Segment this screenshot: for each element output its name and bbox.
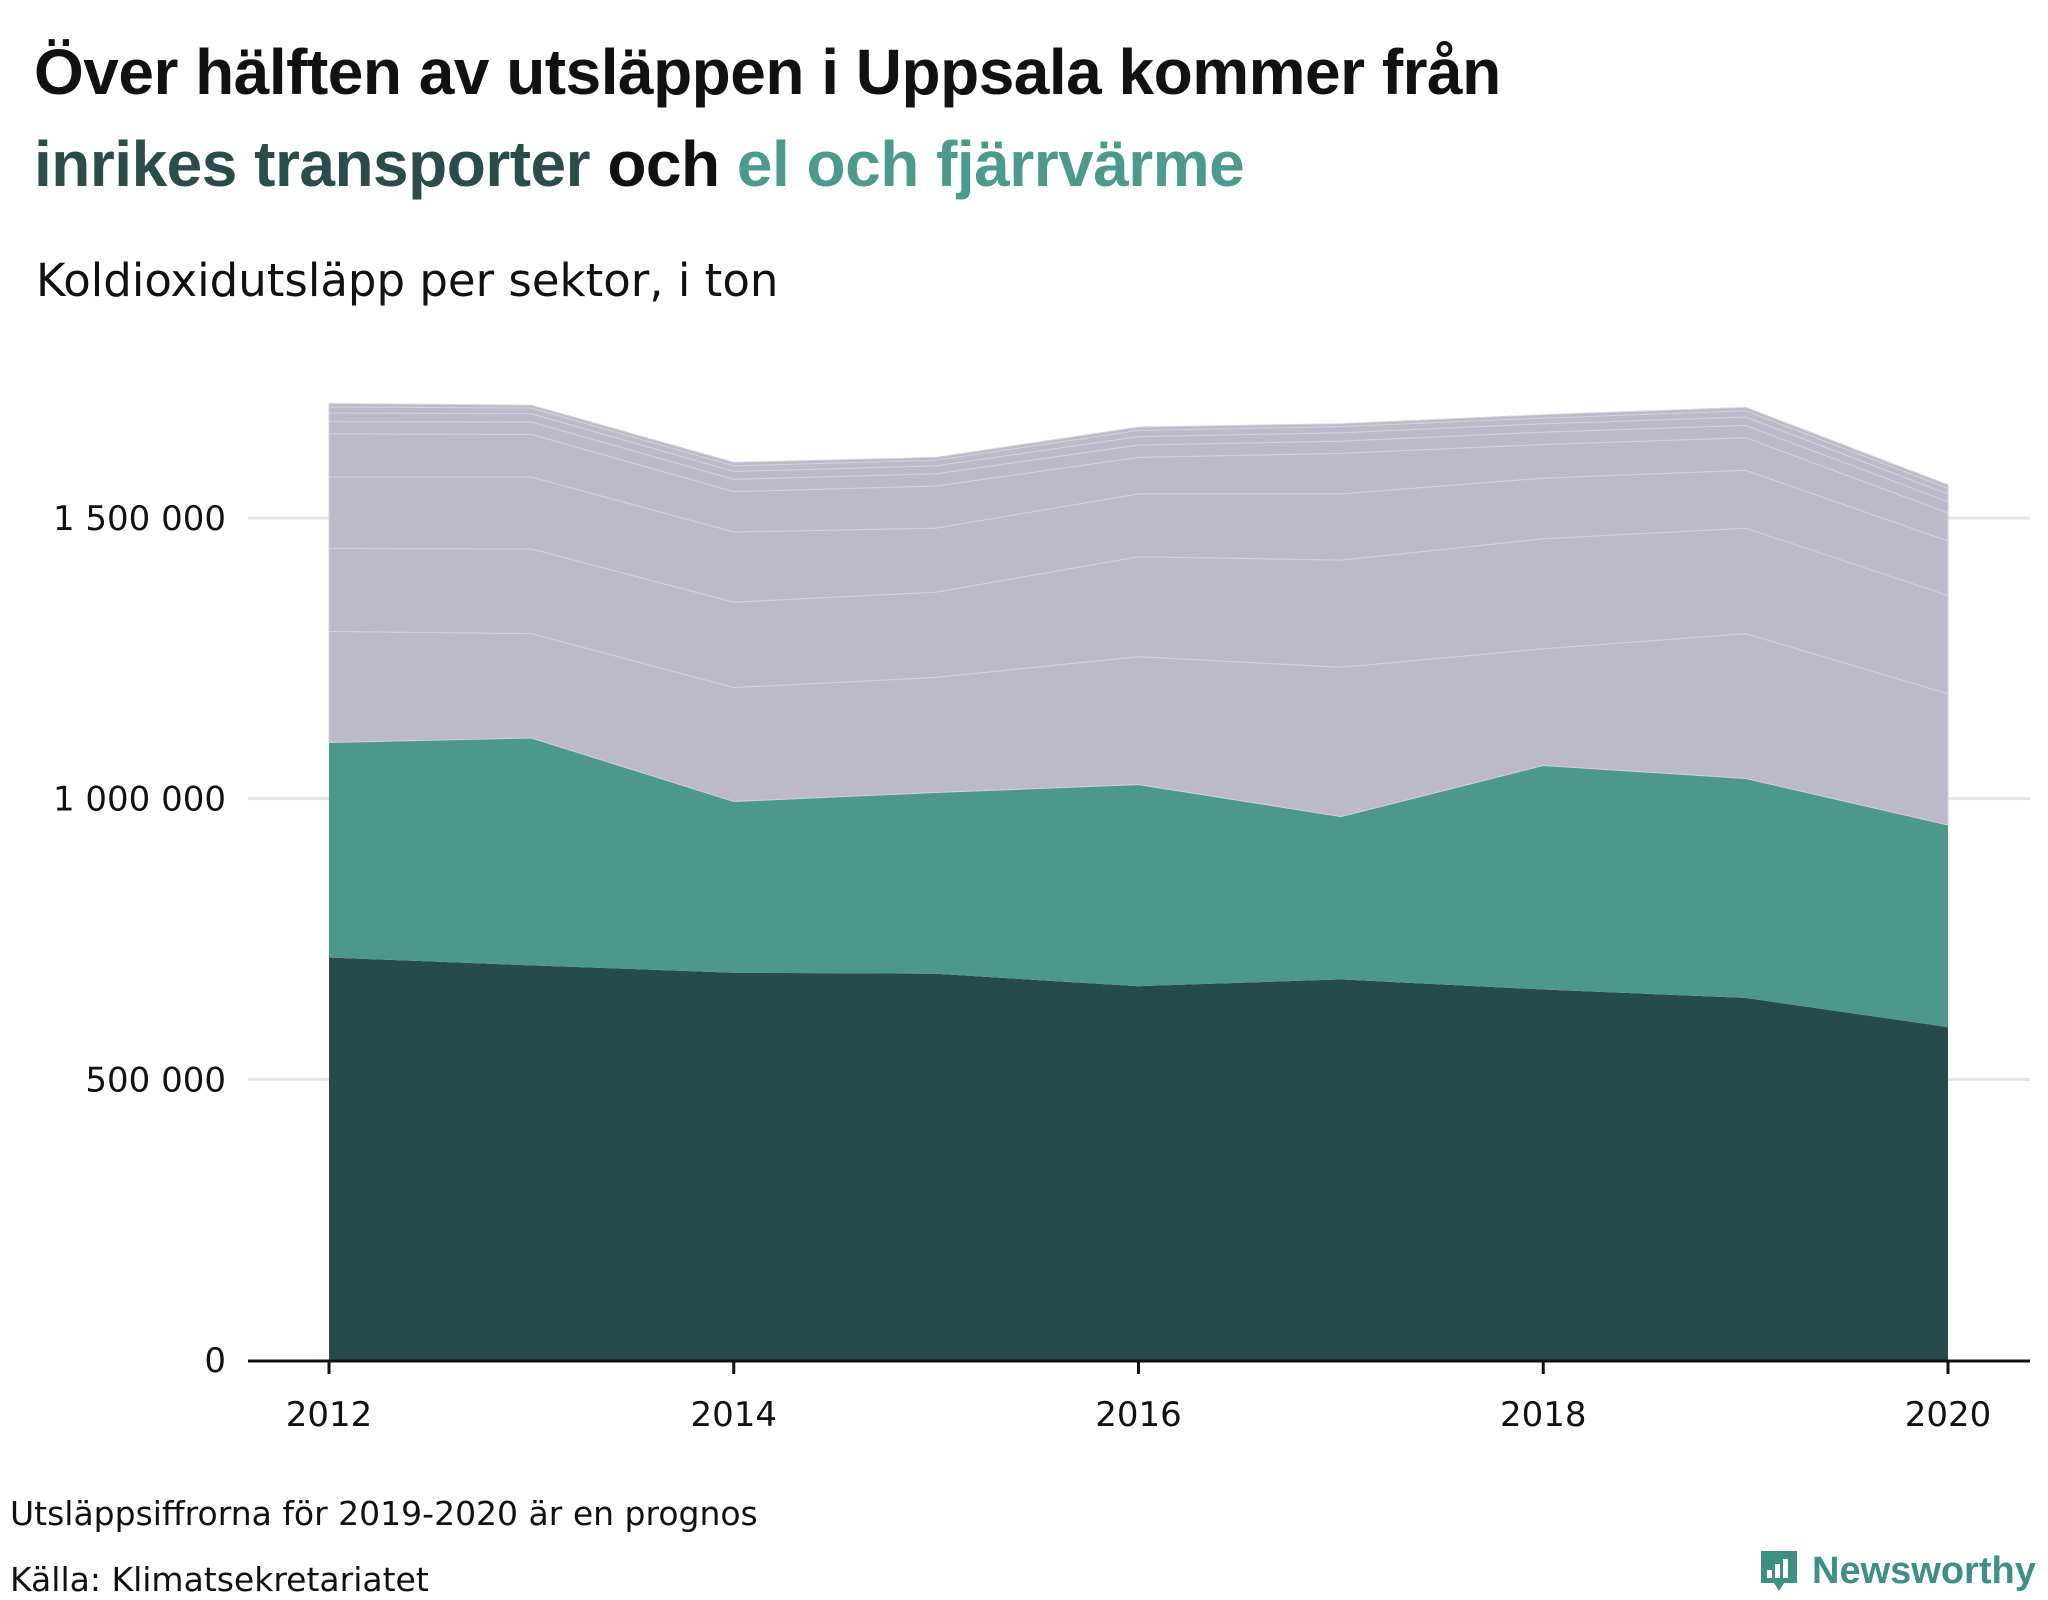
- title-highlight-el-fjarrvarme: el och fjärrvärme: [736, 128, 1245, 200]
- y-tick-label: 1 500 000: [53, 499, 226, 539]
- newsworthy-logo-text: Newsworthy: [1812, 1549, 2036, 1592]
- newsworthy-logo: Newsworthy: [1758, 1548, 2036, 1594]
- y-tick-label: 0: [204, 1341, 226, 1381]
- x-tick-label: 2014: [690, 1395, 777, 1435]
- x-tick-label: 2016: [1095, 1395, 1182, 1435]
- chart-subtitle: Koldioxidutsläpp per sektor, i ton: [36, 254, 779, 307]
- title-highlight-transport: inrikes transporter: [34, 128, 591, 200]
- area-inrikes-transporter: [329, 957, 1948, 1360]
- axes: 0 500 000 1 000 000 1 500 000 2012 2014 2016 20…: [53, 499, 2030, 1435]
- x-tick-label: 2018: [1500, 1395, 1587, 1435]
- newsworthy-logo-icon: [1761, 1551, 1797, 1591]
- x-tick-label: 2012: [286, 1395, 373, 1435]
- source-note: Källa: Klimatsekretariatet: [10, 1560, 429, 1599]
- y-tick-label: 500 000: [85, 1060, 226, 1100]
- forecast-note: Utsläppsiffrorna för 2019-2020 är en pro…: [10, 1494, 758, 1533]
- chart-title: Över hälften av utsläppen i Uppsala komm…: [34, 26, 1501, 210]
- y-tick-label: 1 000 000: [53, 780, 226, 820]
- x-tick-label: 2020: [1905, 1395, 1992, 1435]
- stacked-area-chart: 0 500 000 1 000 000 1 500 000 2012 2014 2016 20…: [53, 402, 2030, 1435]
- area-el-och-fjarrvarme: [329, 738, 1948, 1028]
- title-line-1: Över hälften av utsläppen i Uppsala komm…: [34, 36, 1501, 108]
- area-other-sector-8: [328, 402, 1949, 489]
- title-line-2: inrikes transporter och el och fjärrvärm…: [34, 118, 1501, 210]
- title-conjunction: och: [590, 128, 737, 200]
- area-series: [328, 402, 1949, 1360]
